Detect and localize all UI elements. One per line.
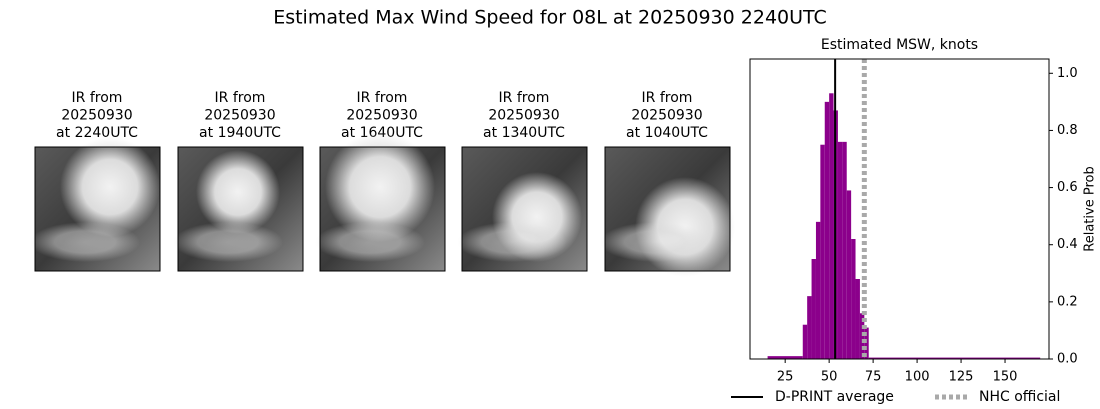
bar [859,313,865,359]
bar [868,357,1041,359]
panel-label: at 2240UTC [56,125,138,141]
y-tick-label: 0.6 [1057,180,1078,195]
x-tick-label: 25 [777,370,794,385]
panel-frame [319,146,446,272]
panel-label: IR from [357,90,408,106]
bar [851,239,856,359]
histogram: Estimated MSW, knots 25 50 75 100 125 150 0.0 0.… [731,37,1098,405]
panel-frame [177,146,304,272]
bar [824,101,830,359]
y-tick-label: 0.4 [1057,237,1078,252]
x-tick-label: 75 [865,370,882,385]
panel-label: 20250930 [488,108,559,124]
bar [807,296,812,359]
panel-label: at 1940UTC [199,125,281,141]
x-tick-label: 150 [993,370,1018,385]
cloud-band [173,222,283,262]
legend-label: NHC official [979,389,1060,405]
y-tick-label: 0.8 [1057,123,1078,138]
bar [846,190,852,359]
panel-label: 20250930 [61,108,132,124]
panel-label: IR from [72,90,123,106]
bar [864,327,869,359]
chart-title: Estimated MSW, knots [821,37,978,53]
panel-label: 20250930 [346,108,417,124]
panel-label: IR from [215,90,266,106]
bar [767,356,803,359]
panel-frame [604,146,731,272]
panel-frame [34,146,161,272]
x-tick-label: 100 [905,370,930,385]
y-tick-label: 1.0 [1057,66,1078,81]
panel-label: at 1040UTC [626,125,708,141]
cloud-mass [196,150,280,234]
bar [837,141,843,359]
y-tick-label: 0.2 [1057,294,1078,309]
x-tick-label: 50 [821,370,838,385]
panel-label: IR from [642,90,693,106]
panel-frame [461,146,588,272]
bar [815,221,821,359]
legend-label: D-PRINT average [775,389,894,405]
panel-label: 20250930 [631,108,702,124]
x-tick-label: 125 [949,370,974,385]
y-axis-label: Relative Prob [1083,166,1098,251]
cloud-band [600,222,710,262]
bar [829,93,834,360]
cloud-band [30,222,140,262]
bar [820,144,825,359]
figure-title: Estimated Max Wind Speed for 08L at 2025… [273,7,827,29]
bar [855,279,860,359]
panel-label: at 1340UTC [483,125,565,141]
cloud-mass [325,132,435,242]
panel-label: IR from [499,90,550,106]
plot-frame [749,58,1050,360]
cloud-mass [60,137,160,237]
bar [842,141,847,359]
cloud-band [315,222,425,262]
bar [802,324,808,359]
panel-label: 20250930 [204,108,275,124]
bar [811,259,816,359]
cloud-band [457,222,567,262]
y-tick-label: 0.0 [1057,352,1078,367]
